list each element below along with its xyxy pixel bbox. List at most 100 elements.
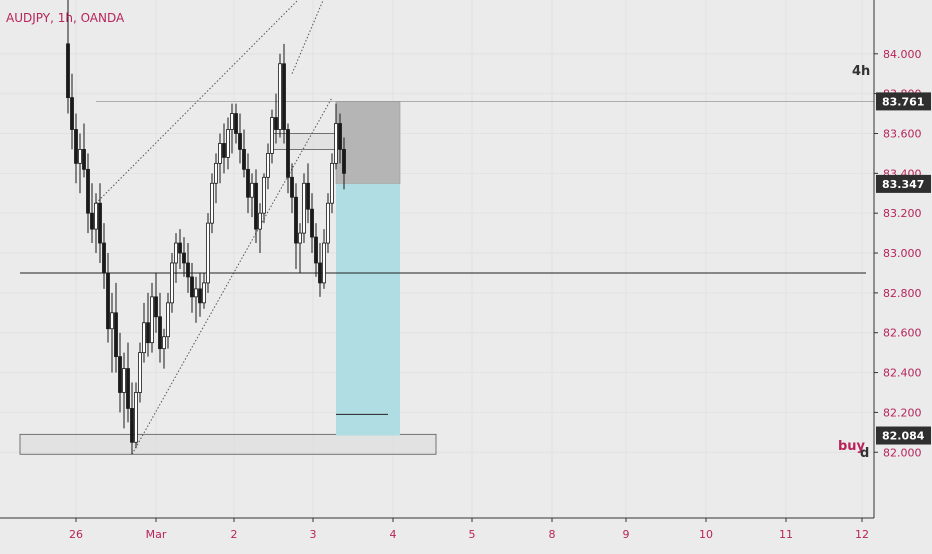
candle xyxy=(118,332,122,413)
y-tick-label: 83.200 xyxy=(883,207,922,220)
candle-body xyxy=(218,143,222,164)
trendline-0 xyxy=(95,0,299,204)
candle-body xyxy=(226,129,230,158)
candle-body xyxy=(286,129,290,178)
axes: 84.00083.80083.60083.40083.20083.00082.8… xyxy=(0,0,922,541)
candle-body xyxy=(330,162,334,204)
candle xyxy=(122,352,126,429)
candle xyxy=(238,113,242,164)
candle xyxy=(106,253,110,343)
x-tick-label: 11 xyxy=(779,528,793,541)
candle-body xyxy=(254,182,258,230)
candle xyxy=(82,123,86,178)
x-tick-label: 8 xyxy=(549,528,556,541)
candle-body xyxy=(70,97,74,130)
candle xyxy=(202,272,206,309)
price-label-text: 82.084 xyxy=(882,430,925,443)
candle xyxy=(230,103,234,154)
candle xyxy=(330,153,334,214)
candle xyxy=(162,328,166,369)
candle-body xyxy=(202,282,206,304)
candle-body xyxy=(322,242,326,284)
x-tick-label: 3 xyxy=(310,528,317,541)
y-tick-label: 83.000 xyxy=(883,247,922,260)
candle xyxy=(338,113,342,164)
candle xyxy=(198,272,202,317)
price-label-bg xyxy=(876,174,931,193)
candle-body xyxy=(270,117,274,154)
candle-body xyxy=(134,392,138,443)
candle-body xyxy=(66,43,70,99)
candle-body xyxy=(78,149,82,164)
candle xyxy=(254,169,258,244)
candle-body xyxy=(278,63,282,130)
annotation-4h: 4h xyxy=(852,64,870,79)
candle-body xyxy=(274,117,278,130)
candle xyxy=(218,133,222,184)
candle-body xyxy=(282,63,286,130)
candle xyxy=(274,93,278,144)
candle-body xyxy=(298,232,302,244)
candle-body xyxy=(290,176,294,198)
candle-body xyxy=(110,312,114,330)
candle-body xyxy=(90,212,94,230)
candle-body xyxy=(310,208,314,238)
candle xyxy=(146,292,150,357)
price-label-text: 83.347 xyxy=(882,178,924,191)
candle-body xyxy=(294,196,298,244)
candle-body xyxy=(130,408,134,443)
candle-body xyxy=(318,262,322,284)
candle xyxy=(174,233,178,283)
candle xyxy=(306,163,310,224)
candle xyxy=(138,342,142,403)
candle xyxy=(318,243,322,297)
candle-body xyxy=(138,352,142,393)
y-tick-label: 82.000 xyxy=(883,446,922,459)
candles-layer xyxy=(66,0,346,455)
candle xyxy=(70,73,74,150)
candle xyxy=(114,282,118,373)
candle-body xyxy=(222,143,226,158)
candle xyxy=(98,183,102,263)
candle xyxy=(110,292,114,373)
candle xyxy=(150,282,154,353)
candle-body xyxy=(342,149,346,174)
trendline-1 xyxy=(131,97,333,455)
price-label: 83.761 xyxy=(876,92,931,111)
symbol-title: AUDJPY, 1h, OANDA xyxy=(6,11,125,25)
y-tick-label: 82.200 xyxy=(883,406,922,419)
x-tick-label: 10 xyxy=(699,528,713,541)
candle-body xyxy=(194,288,198,298)
candle xyxy=(222,123,226,174)
candle xyxy=(258,203,262,254)
candle xyxy=(262,173,266,224)
candle xyxy=(278,53,282,138)
candle-body xyxy=(230,113,234,130)
candle-body xyxy=(74,129,78,164)
x-tick-label: 26 xyxy=(69,528,83,541)
candle xyxy=(302,173,306,244)
annotation-buy: buy xyxy=(838,439,866,454)
candle xyxy=(234,103,238,144)
candle-body xyxy=(154,296,158,318)
candle-body xyxy=(326,202,330,244)
candle-body xyxy=(122,368,126,393)
candle-body xyxy=(102,242,106,274)
candle-body xyxy=(334,123,338,164)
candle-body xyxy=(206,222,210,284)
candle xyxy=(194,276,198,323)
candle xyxy=(130,382,134,455)
candle xyxy=(74,113,78,184)
candle-body xyxy=(186,262,190,278)
stop-zone xyxy=(335,101,401,185)
y-tick-label: 82.800 xyxy=(883,287,922,300)
candle xyxy=(342,137,346,190)
candle xyxy=(154,272,158,333)
candle xyxy=(334,103,338,170)
candle xyxy=(298,223,302,273)
candle-body xyxy=(250,182,254,198)
